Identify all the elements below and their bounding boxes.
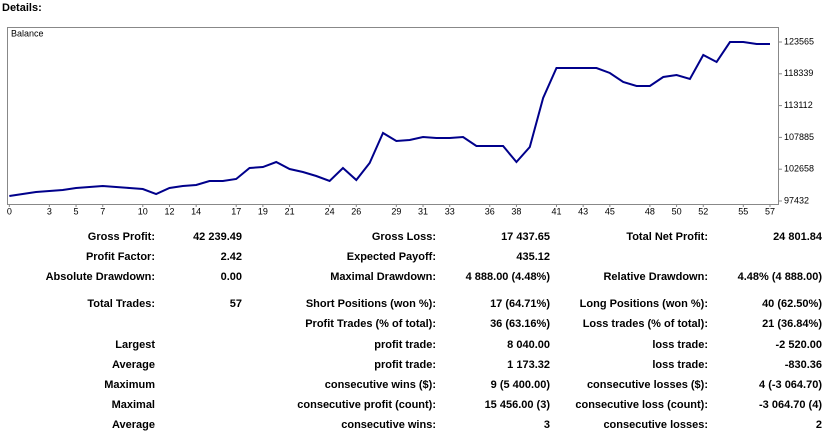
table-value: 0.00 bbox=[221, 271, 242, 283]
table-label: Largest bbox=[115, 339, 155, 351]
x-tick-label: 33 bbox=[445, 206, 455, 216]
x-tick-label: 14 bbox=[191, 206, 201, 216]
table-value: 9 (5 400.00) bbox=[491, 379, 551, 391]
y-tick-label: 123565 bbox=[784, 36, 814, 46]
table-label: Loss trades (% of total): bbox=[583, 318, 708, 330]
table-value: 4 (-3 064.70) bbox=[759, 379, 822, 391]
table-value: 4.48% (4 888.00) bbox=[738, 271, 823, 283]
table-label: Profit Factor: bbox=[86, 251, 155, 263]
x-tick-label: 41 bbox=[551, 206, 561, 216]
table-value: 17 437.65 bbox=[501, 231, 550, 243]
chart-frame bbox=[7, 27, 779, 205]
table-label: consecutive wins ($): bbox=[325, 379, 436, 391]
x-tick-label: 38 bbox=[511, 206, 521, 216]
table-label: consecutive loss (count): bbox=[575, 399, 708, 411]
table-label: Total Net Profit: bbox=[626, 231, 708, 243]
table-label: Total Trades: bbox=[87, 298, 155, 310]
table-label: profit trade: bbox=[374, 359, 436, 371]
x-tick-label: 21 bbox=[285, 206, 295, 216]
legend-label: Balance bbox=[11, 28, 44, 38]
table-value: -2 520.00 bbox=[776, 339, 822, 351]
table-value: 57 bbox=[230, 298, 242, 310]
table-label: loss trade: bbox=[652, 339, 708, 351]
table-label: Relative Drawdown: bbox=[603, 271, 708, 283]
table-value: 40 (62.50%) bbox=[762, 298, 822, 310]
table-label: Expected Payoff: bbox=[347, 251, 436, 263]
table-value: 435.12 bbox=[516, 251, 550, 263]
table-label: profit trade: bbox=[374, 339, 436, 351]
table-label: Gross Profit: bbox=[88, 231, 155, 243]
table-label: consecutive profit (count): bbox=[297, 399, 436, 411]
table-label: Maximal Drawdown: bbox=[330, 271, 436, 283]
table-value: 42 239.49 bbox=[193, 231, 242, 243]
table-label: consecutive losses ($): bbox=[587, 379, 708, 391]
table-label: loss trade: bbox=[652, 359, 708, 371]
table-label: Gross Loss: bbox=[372, 231, 436, 243]
x-tick-label: 43 bbox=[578, 206, 588, 216]
x-tick-label: 7 bbox=[100, 206, 105, 216]
table-value: 4 888.00 (4.48%) bbox=[466, 271, 551, 283]
table-label: Maximum bbox=[104, 379, 155, 391]
x-tick-label: 55 bbox=[738, 206, 748, 216]
x-tick-label: 52 bbox=[698, 206, 708, 216]
x-tick-label: 19 bbox=[258, 206, 268, 216]
y-tick-label: 118339 bbox=[784, 68, 813, 78]
table-value: 2.42 bbox=[221, 251, 242, 263]
x-tick-label: 57 bbox=[765, 206, 775, 216]
table-value: -3 064.70 (4) bbox=[759, 399, 822, 411]
x-tick-label: 45 bbox=[605, 206, 615, 216]
table-label: Long Positions (won %): bbox=[580, 298, 708, 310]
table-label: Profit Trades (% of total): bbox=[305, 318, 436, 330]
x-tick-label: 10 bbox=[138, 206, 148, 216]
x-tick-label: 24 bbox=[325, 206, 335, 216]
table-label: Absolute Drawdown: bbox=[46, 271, 155, 283]
table-label: Average bbox=[112, 419, 155, 431]
x-tick-label: 12 bbox=[164, 206, 174, 216]
y-tick-label: 113112 bbox=[784, 100, 813, 110]
x-tick-label: 48 bbox=[645, 206, 655, 216]
x-tick-label: 26 bbox=[351, 206, 361, 216]
x-tick-label: 3 bbox=[47, 206, 52, 216]
table-label: Maximal bbox=[112, 399, 155, 411]
table-value: 15 456.00 (3) bbox=[485, 399, 551, 411]
x-tick-label: 0 bbox=[7, 206, 12, 216]
table-value: 36 (63.16%) bbox=[490, 318, 550, 330]
table-value: 24 801.84 bbox=[773, 231, 823, 243]
y-tick-label: 107885 bbox=[784, 132, 814, 142]
x-tick-label: 31 bbox=[418, 206, 428, 216]
table-label: Short Positions (won %): bbox=[306, 298, 436, 310]
table-value: 17 (64.71%) bbox=[490, 298, 550, 310]
x-tick-label: 17 bbox=[231, 206, 241, 216]
x-tick-label: 5 bbox=[74, 206, 79, 216]
x-tick-label: 50 bbox=[672, 206, 682, 216]
details-title: Details: bbox=[2, 2, 42, 14]
x-tick-label: 29 bbox=[391, 206, 401, 216]
y-tick-label: 102658 bbox=[784, 164, 814, 174]
table-value: 21 (36.84%) bbox=[762, 318, 822, 330]
table-label: consecutive wins: bbox=[341, 419, 436, 431]
table-value: 1 173.32 bbox=[507, 359, 550, 371]
table-label: consecutive losses: bbox=[603, 419, 708, 431]
balance-line bbox=[9, 41, 770, 198]
table-value: 3 bbox=[544, 419, 550, 431]
x-tick-label: 36 bbox=[485, 206, 495, 216]
table-value: 8 040.00 bbox=[507, 339, 550, 351]
table-value: 2 bbox=[816, 419, 822, 431]
table-label: Average bbox=[112, 359, 155, 371]
y-tick-label: 97432 bbox=[784, 195, 809, 205]
table-value: -830.36 bbox=[785, 359, 822, 371]
